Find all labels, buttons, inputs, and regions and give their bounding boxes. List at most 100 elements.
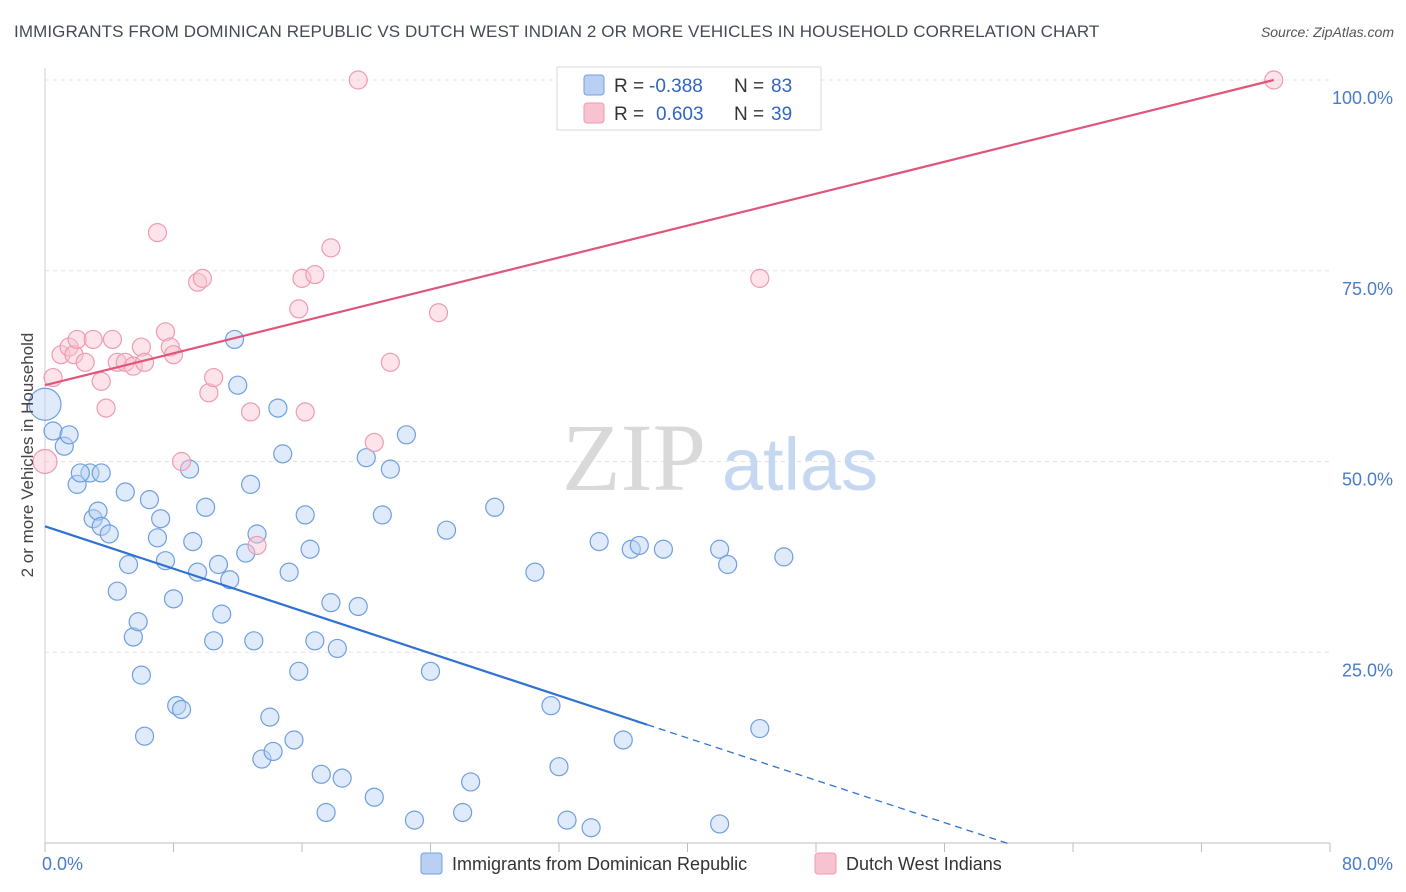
dominican-point-5 [80, 463, 100, 483]
axes [44, 68, 1331, 852]
dominican-point-72 [581, 818, 601, 838]
dutch-point-16 [147, 223, 168, 243]
dominican-point-6 [70, 463, 90, 483]
dutch-point-7 [83, 329, 103, 350]
stats-legend: R = -0.388 N = 83 R = 0.603 N = 39 [556, 66, 822, 131]
dutch-point-34 [380, 352, 400, 372]
trend-lines [44, 78, 1275, 845]
dominican-point-18 [134, 726, 155, 746]
legend-swatch-dutch [814, 852, 837, 875]
legend-swatch-dominican [420, 852, 443, 875]
dutch-point-6 [75, 352, 95, 372]
watermark-atlas: atlas [722, 423, 878, 506]
dominican-point-73 [589, 532, 609, 552]
stats-r-value-1: -0.388 [649, 76, 703, 97]
watermark: ZIP atlas [562, 404, 878, 511]
dominican-point-80 [710, 814, 730, 834]
y-tick-label-1: 50.0% [1342, 470, 1393, 490]
dominican-point-3 [59, 425, 79, 445]
dominican-point-60 [380, 459, 400, 479]
dominican-point-47 [289, 661, 309, 681]
dominican-point-49 [300, 539, 320, 559]
dominican-point-21 [151, 509, 171, 529]
dominican-point-16 [128, 612, 148, 632]
legend-label-dominican: Immigrants from Dominican Republic [452, 854, 747, 874]
dominican-point-30 [204, 631, 224, 651]
dutch-point-24 [204, 367, 224, 388]
x-tick-label-0: 0.0% [42, 854, 83, 874]
dominican-point-55 [332, 768, 352, 788]
dominican-point-13 [115, 482, 135, 502]
dominican-point-31 [208, 554, 229, 575]
dominican-point-35 [228, 375, 248, 395]
dominican-point-14 [118, 554, 139, 575]
dominican-point-19 [139, 490, 160, 510]
stats-n-value-1: 83 [771, 76, 792, 97]
watermark-zip: ZIP [562, 404, 706, 511]
dutch-point-9 [96, 398, 116, 418]
dominican-point-9 [91, 516, 111, 536]
dominican-point-74 [613, 730, 633, 750]
dominican-point-57 [364, 787, 384, 807]
y-tick-label-3: 100.0% [1332, 88, 1393, 108]
dutch-point-29 [295, 402, 315, 422]
dominican-point-40 [252, 749, 272, 769]
series-dominican-points [28, 329, 794, 838]
dominican-point-44 [273, 444, 293, 464]
dominican-point-52 [316, 802, 336, 823]
dominican-point-63 [420, 661, 441, 681]
dominican-point-46 [284, 730, 304, 750]
y-tick-labels: 25.0% 50.0% 75.0% 100.0% [1332, 88, 1393, 680]
trend-line-dominican [44, 525, 648, 726]
dominican-point-78 [710, 539, 730, 559]
dutch-point-0 [32, 448, 58, 475]
dominican-point-53 [321, 593, 341, 613]
dominican-point-2 [54, 436, 74, 456]
trend-line-dominican-extension [647, 724, 1009, 845]
dominican-point-81 [750, 718, 770, 739]
dutch-point-23 [199, 383, 219, 403]
dominican-point-41 [260, 707, 280, 727]
y-tick-label-0: 25.0% [1342, 660, 1393, 680]
dominican-point-54 [327, 638, 347, 659]
dominican-point-39 [247, 524, 267, 544]
dutch-point-14 [131, 337, 151, 357]
dominican-point-1 [43, 421, 63, 441]
dutch-point-31 [321, 238, 341, 258]
dutch-point-35 [428, 303, 449, 323]
dutch-point-25 [241, 402, 261, 422]
dutch-point-8 [91, 371, 111, 391]
dutch-point-17 [155, 322, 176, 342]
dutch-point-27 [289, 299, 309, 319]
chart-title: IMMIGRANTS FROM DOMINICAN REPUBLIC VS DU… [14, 22, 1100, 41]
dominican-point-77 [653, 539, 674, 559]
stats-r-label-1: R = [614, 76, 644, 97]
dominican-point-71 [557, 810, 577, 830]
dominican-point-17 [131, 665, 151, 685]
dominican-point-48 [295, 505, 315, 525]
x-tick-labels: 0.0% 80.0% [42, 854, 1393, 874]
dominican-point-59 [372, 505, 392, 525]
dominican-point-33 [220, 570, 240, 590]
dominican-point-0 [28, 387, 62, 421]
dominican-point-51 [311, 764, 331, 784]
dominican-point-25 [171, 699, 192, 720]
gridlines [45, 79, 1330, 653]
dominican-point-45 [279, 562, 299, 582]
dominican-point-28 [187, 562, 208, 582]
dominican-point-38 [244, 631, 264, 651]
legend-label-dutch: Dutch West Indians [846, 854, 1002, 874]
dominican-point-4 [67, 474, 87, 494]
dominican-point-76 [629, 535, 649, 556]
dutch-point-4 [64, 345, 84, 365]
dutch-point-10 [102, 329, 123, 350]
dominican-point-8 [88, 501, 108, 521]
dominican-point-65 [453, 802, 473, 823]
source-label: Source: ZipAtlas.com [1260, 24, 1394, 40]
stats-swatch-dutch [583, 102, 605, 124]
stats-r-label-2: R = [614, 104, 644, 125]
y-tick-label-2: 75.0% [1342, 279, 1393, 299]
dominican-point-42 [263, 741, 283, 762]
dominican-point-66 [461, 772, 481, 792]
